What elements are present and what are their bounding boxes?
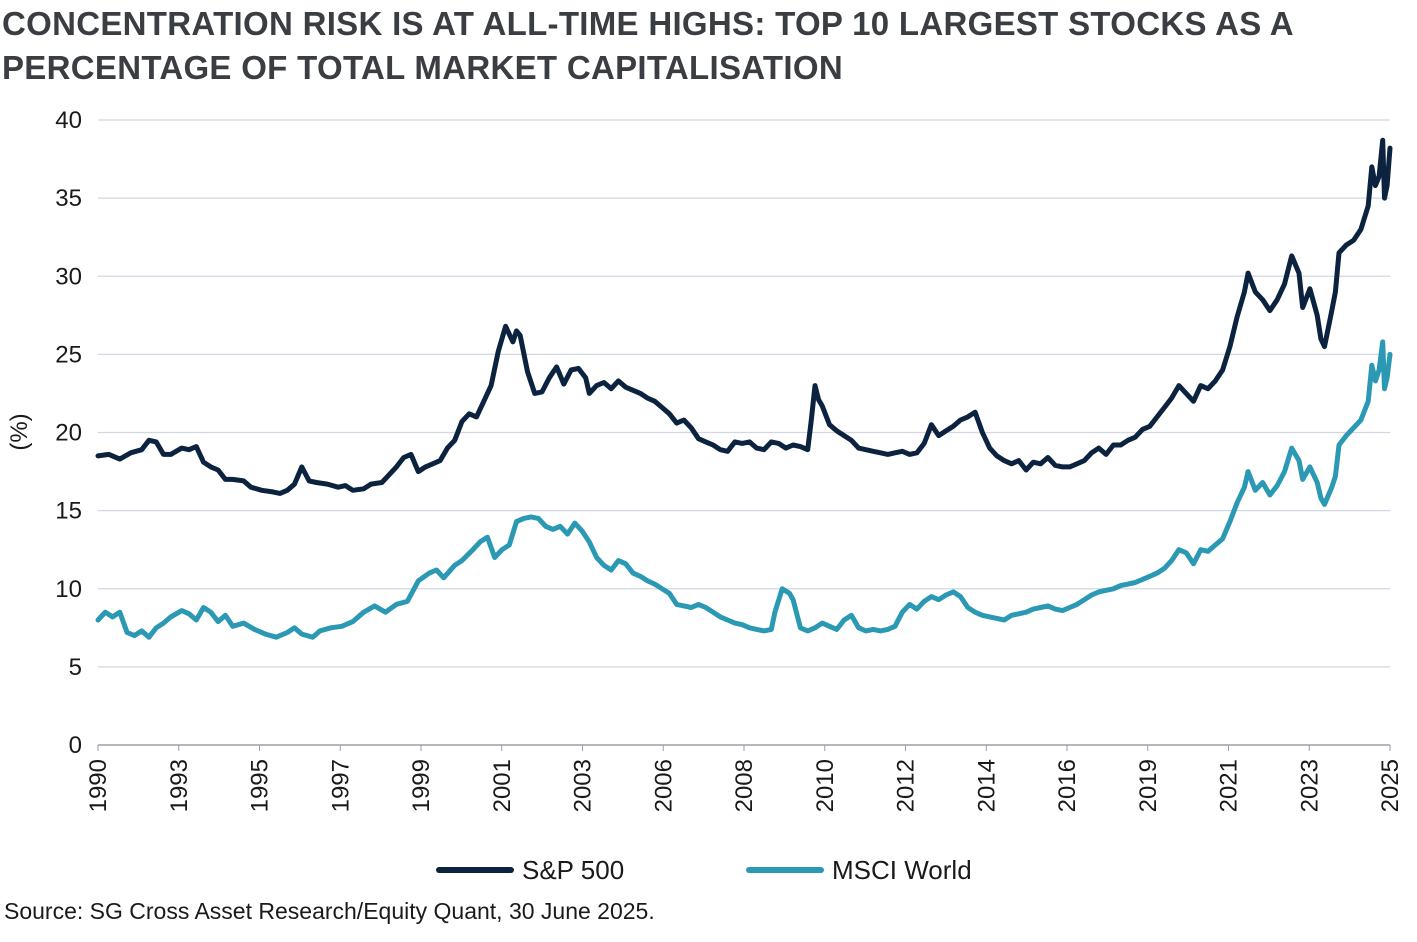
x-tick-label: 2016 <box>1054 759 1081 812</box>
x-tick-label: 2023 <box>1296 759 1323 812</box>
x-tick-label: 2019 <box>1135 759 1162 812</box>
y-tick-label: 35 <box>55 185 82 212</box>
x-tick-label: 1997 <box>327 759 354 812</box>
legend: S&P 500 MSCI World <box>0 850 1417 890</box>
x-tick-label: 2025 <box>1377 759 1404 812</box>
legend-swatch-msci-world <box>746 867 824 873</box>
x-tick-label: 2012 <box>893 759 920 812</box>
y-tick-label: 40 <box>55 107 82 134</box>
series-lines <box>95 137 1393 640</box>
x-tick-label: 1993 <box>166 759 193 812</box>
y-tick-label: 10 <box>55 576 82 603</box>
y-tick-label: 30 <box>55 263 82 290</box>
series-line-msci-world <box>95 339 1393 640</box>
y-axis-label: (%) <box>6 413 33 450</box>
x-tick-label: 1995 <box>247 759 274 812</box>
legend-swatch-sp500 <box>436 867 514 873</box>
x-tick-label: 1999 <box>408 759 435 812</box>
legend-item-msci-world: MSCI World <box>746 850 972 890</box>
x-axis-ticks: 1990 1993 1995 1997 1999 2001 2003 2006 2008 2010… <box>85 745 1404 812</box>
y-tick-label: 5 <box>69 654 82 681</box>
legend-label-sp500: S&P 500 <box>522 854 625 885</box>
y-axis-ticks: 0 5 10 15 20 25 30 35 40 <box>55 107 82 759</box>
legend-label-msci-world: MSCI World <box>832 854 972 885</box>
x-tick-label: 2010 <box>812 759 839 812</box>
series-line-sp500 <box>95 137 1393 496</box>
y-tick-label: 20 <box>55 420 82 447</box>
source-note: Source: SG Cross Asset Research/Equity Q… <box>4 898 655 924</box>
legend-item-sp500: S&P 500 <box>436 850 624 890</box>
x-tick-label: 2006 <box>650 759 677 812</box>
chart-title: CONCENTRATION RISK IS AT ALL-TIME HIGHS:… <box>2 5 1293 86</box>
gridlines <box>98 119 1390 746</box>
x-tick-label: 2014 <box>973 759 1000 812</box>
y-tick-label: 15 <box>55 498 82 525</box>
y-tick-label: 0 <box>69 732 82 759</box>
x-tick-label: 2021 <box>1216 759 1243 812</box>
y-tick-label: 25 <box>55 341 82 368</box>
x-tick-label: 2001 <box>489 759 516 812</box>
x-tick-label: 1990 <box>85 759 112 812</box>
x-tick-label: 2003 <box>570 759 597 812</box>
x-tick-label: 2008 <box>731 759 758 812</box>
